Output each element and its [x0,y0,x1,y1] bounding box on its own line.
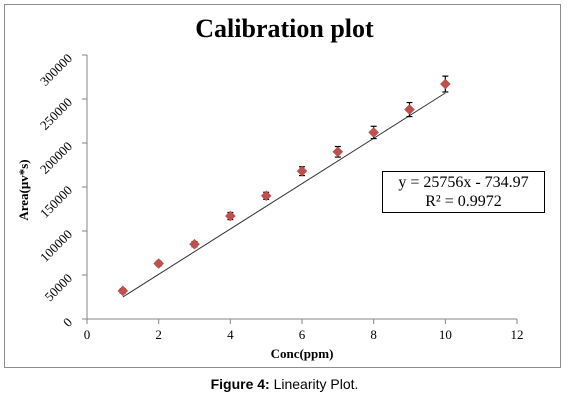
y-tick-label: 250000 [37,95,75,133]
y-axis-title: Area(μv*s) [16,159,31,220]
x-tick-label: 0 [84,327,91,342]
data-points [117,78,451,297]
caption-text: Linearity Plot. [269,376,359,392]
x-tick-label: 12 [511,327,524,342]
x-tick-label: 6 [299,327,306,342]
trendline [122,92,446,298]
data-point [439,78,451,90]
data-point [296,165,308,177]
data-point [368,127,380,138]
data-point [153,258,165,269]
y-tick-label: 100000 [37,227,75,265]
figure-caption: Figure 4: Linearity Plot. [0,376,569,392]
data-point [224,210,236,222]
y-tick-label: 200000 [37,139,75,177]
y-tick-label: 0 [60,315,75,330]
data-point [260,190,272,202]
caption-label: Figure 4: [210,376,270,392]
y-tick-label: 50000 [42,271,76,305]
x-axis-title: Conc(ppm) [271,346,334,361]
y-tick-label: 300000 [37,51,75,89]
data-point [332,146,344,158]
r-squared: R² = 0.9972 [425,193,502,210]
x-tick-label: 4 [227,327,234,342]
trendline-group [122,92,446,298]
chart-title: Calibration plot [195,14,374,43]
x-tick-label: 2 [155,327,162,342]
x-tick-label: 10 [439,327,452,342]
data-point [117,285,129,297]
equation-box: y = 25756x - 734.97 R² = 0.9972 [382,171,545,213]
data-point [189,238,200,250]
data-point [404,104,415,115]
trendline-equation: y = 25756x - 734.97 [398,174,529,191]
y-tick-label: 150000 [37,183,75,221]
x-tick-label: 8 [370,327,377,342]
